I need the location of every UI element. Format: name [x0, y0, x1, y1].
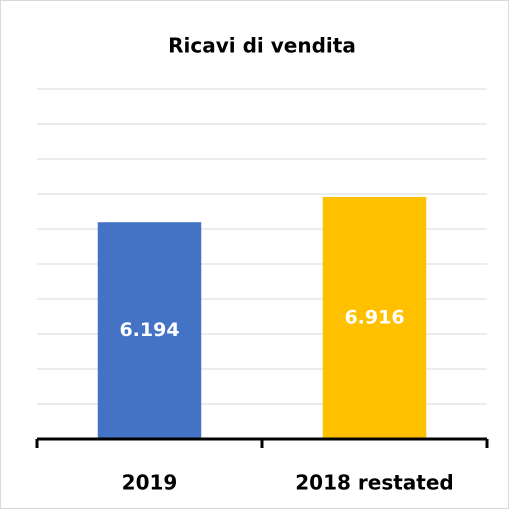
- x-tick-label: 2018 restated: [295, 471, 453, 495]
- chart-title: Ricavi di vendita: [168, 34, 356, 58]
- bar: [322, 196, 427, 439]
- x-tick-label: 2019: [122, 471, 178, 495]
- value-label: 6.916: [344, 306, 404, 328]
- value-label: 6.194: [119, 319, 179, 341]
- bar: [97, 222, 202, 439]
